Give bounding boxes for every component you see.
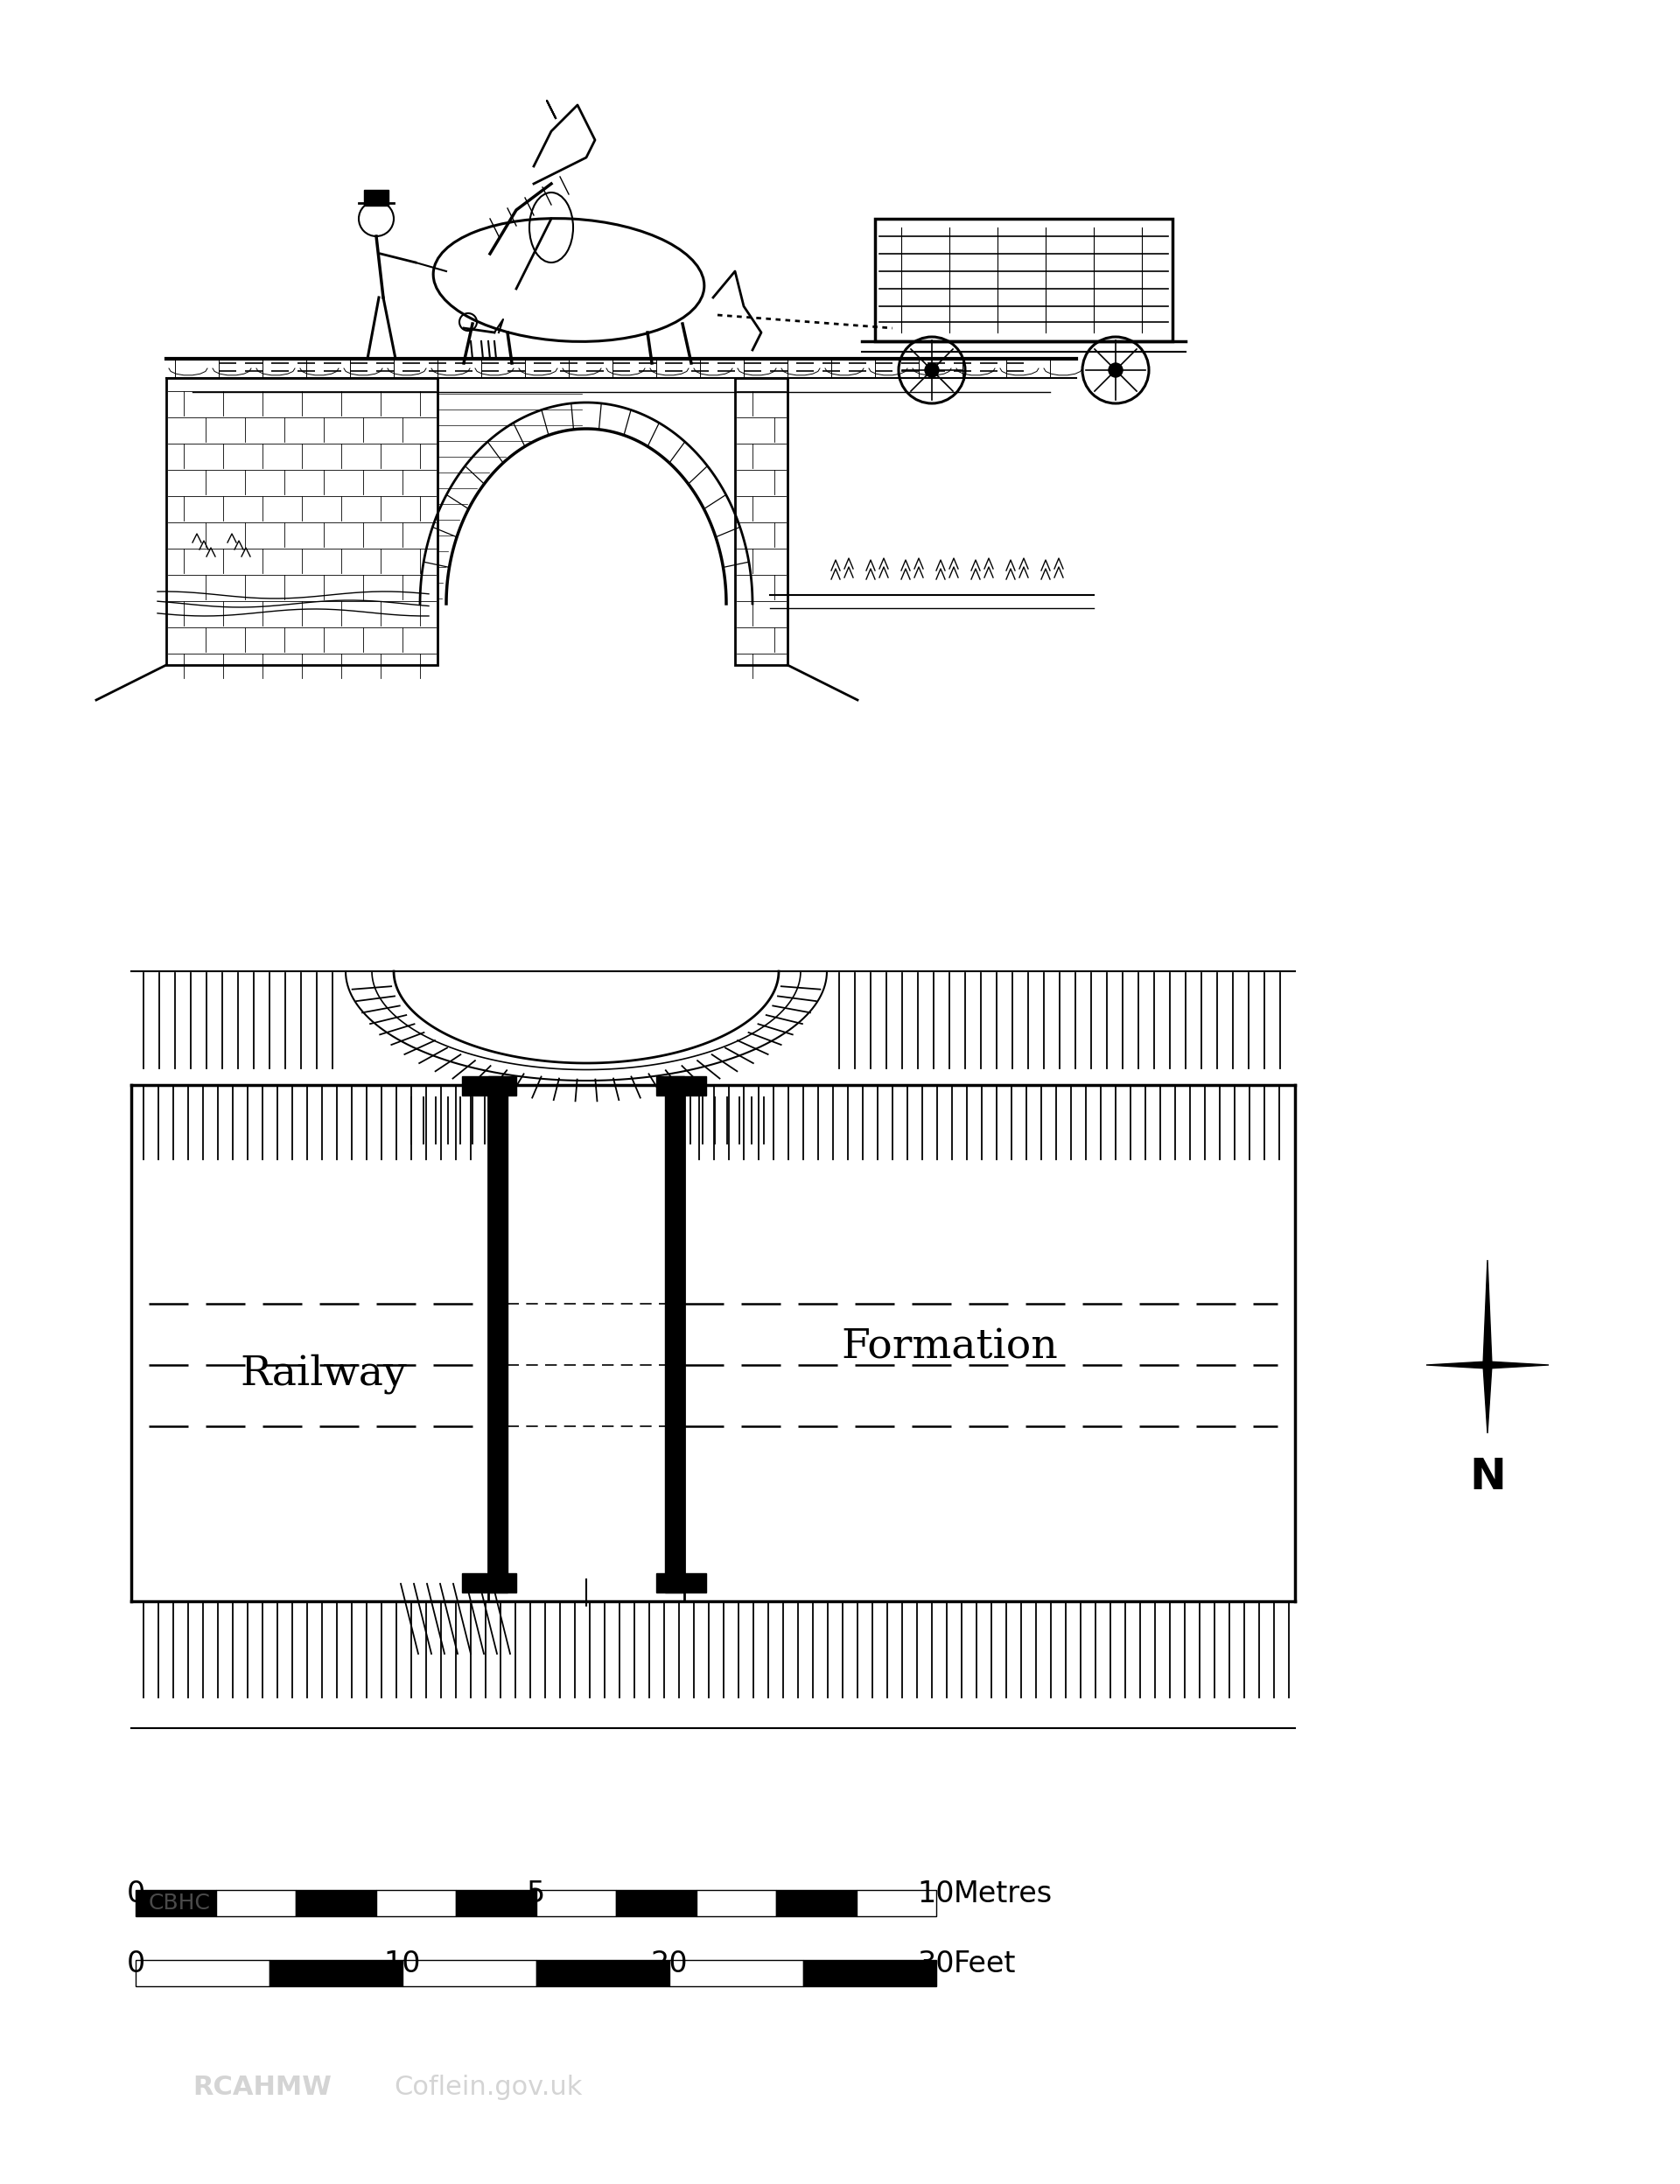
Bar (657, 1572, 706, 1592)
Bar (803, 1959, 936, 1985)
Circle shape (1109, 363, 1122, 378)
Circle shape (926, 363, 939, 378)
Bar (455, 1889, 536, 1915)
Text: 10: 10 (917, 1880, 954, 1909)
Bar (536, 1959, 669, 1985)
Text: 5: 5 (526, 1880, 546, 1909)
Bar (489, 1077, 507, 1592)
Bar (215, 1889, 296, 1915)
Text: Formation: Formation (842, 1328, 1058, 1367)
Text: CBHC: CBHC (150, 1894, 210, 1913)
Polygon shape (1487, 1361, 1549, 1369)
Text: Feet: Feet (954, 1950, 1016, 1979)
Polygon shape (1426, 1361, 1487, 1369)
Text: Metres: Metres (954, 1880, 1053, 1909)
Text: Railway: Railway (240, 1354, 407, 1393)
Bar (875, 218, 1173, 341)
Bar (296, 1889, 376, 1915)
Text: 20: 20 (650, 1950, 689, 1979)
Bar (617, 1889, 696, 1915)
Polygon shape (1483, 1260, 1492, 1365)
Bar (269, 1959, 403, 1985)
Bar (376, 1889, 455, 1915)
Text: 0: 0 (126, 1950, 144, 1979)
Polygon shape (1483, 1365, 1492, 1433)
Bar (136, 1959, 269, 1985)
Text: RCAHMW: RCAHMW (193, 2075, 331, 2099)
Bar (462, 1077, 516, 1096)
Bar (696, 1889, 776, 1915)
Text: Coflein.gov.uk: Coflein.gov.uk (393, 2075, 583, 2099)
Bar (665, 1077, 684, 1592)
Bar (403, 1959, 536, 1985)
Bar (669, 1959, 803, 1985)
Text: 30: 30 (917, 1950, 954, 1979)
Bar (657, 1077, 706, 1096)
Bar (536, 1889, 617, 1915)
Bar (857, 1889, 936, 1915)
Bar (136, 1889, 215, 1915)
Text: N: N (1470, 1457, 1505, 1498)
Bar (776, 1889, 857, 1915)
Bar (365, 190, 388, 205)
Text: 0: 0 (126, 1880, 144, 1909)
Bar (462, 1572, 516, 1592)
Text: 10: 10 (385, 1950, 422, 1979)
Circle shape (360, 201, 393, 236)
